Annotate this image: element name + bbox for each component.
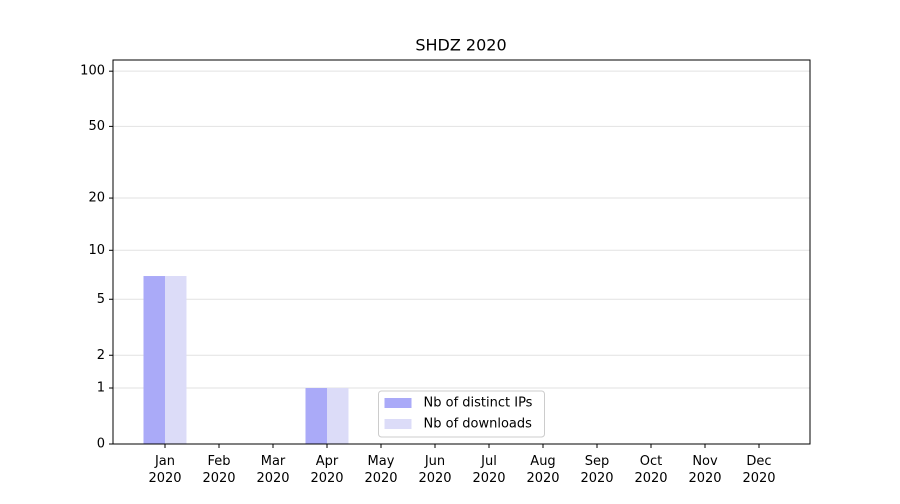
x-tick-label-line: 2020 <box>688 471 721 486</box>
x-tick-label-line: 2020 <box>742 471 775 486</box>
x-tick-label-line: 2020 <box>472 471 505 486</box>
x-tick-label-line: Sep <box>585 454 610 469</box>
x-tick-label-line: Jun <box>424 454 445 469</box>
x-tick-label-line: 2020 <box>310 471 343 486</box>
x-tick-label-line: Jul <box>480 454 497 469</box>
y-tick-label: 1 <box>97 381 105 396</box>
x-tick-label: Aug 2020 <box>526 454 559 486</box>
x-tick-label-line: 2020 <box>418 471 451 486</box>
x-tick-label: Oct 2020 <box>634 454 667 486</box>
x-tick-label-line: Nov <box>692 454 718 469</box>
legend-box <box>378 390 545 438</box>
x-tick-label-line: Oct <box>640 454 662 469</box>
x-tick-label-line: Jan <box>154 454 175 469</box>
y-tick-label: 2 <box>97 348 105 363</box>
x-tick-label: Dec 2020 <box>742 454 775 486</box>
legend-label: Nb of distinct IPs <box>424 396 533 411</box>
y-tick-label: 10 <box>88 243 105 258</box>
y-tick-label: 50 <box>88 119 105 134</box>
y-tick-label: 20 <box>88 191 105 206</box>
x-tick-label-line: 2020 <box>526 471 559 486</box>
x-tick-label: Jun 2020 <box>418 454 451 486</box>
legend-swatch <box>384 398 412 408</box>
x-tick-label-line: 2020 <box>580 471 613 486</box>
x-tick-label: Jul 2020 <box>472 454 505 486</box>
x-tick-label: Mar 2020 <box>256 454 289 486</box>
x-tick-label-line: Dec <box>746 454 771 469</box>
x-tick-label-line: 2020 <box>364 471 397 486</box>
x-tick-label: Apr 2020 <box>310 454 343 486</box>
x-tick-label: May 2020 <box>364 454 397 486</box>
chart-title: SHDZ 2020 <box>415 36 506 55</box>
bar <box>305 388 327 444</box>
x-tick-label-line: Apr <box>316 454 339 469</box>
x-tick-label-line: Aug <box>530 454 555 469</box>
x-tick-label-line: May <box>368 454 395 469</box>
plot-frame <box>112 59 811 445</box>
x-tick-label: Jan 2020 <box>148 454 181 486</box>
x-tick-label-line: 2020 <box>148 471 181 486</box>
x-tick-label-line: 2020 <box>256 471 289 486</box>
x-tick-label: Sep 2020 <box>580 454 613 486</box>
x-tick-label-line: Mar <box>261 454 286 469</box>
bar <box>165 276 187 444</box>
legend-swatch <box>384 419 412 429</box>
y-tick-label: 0 <box>97 437 105 452</box>
x-tick-label: Nov 2020 <box>688 454 721 486</box>
x-tick-label-line: 2020 <box>202 471 235 486</box>
bar <box>327 388 349 444</box>
x-tick-label: Feb 2020 <box>202 454 235 486</box>
y-tick-label: 100 <box>80 64 105 79</box>
y-tick-label: 5 <box>97 292 105 307</box>
x-tick-label-line: Feb <box>207 454 230 469</box>
legend-label: Nb of downloads <box>424 417 533 432</box>
bar <box>143 276 165 444</box>
x-tick-label-line: 2020 <box>634 471 667 486</box>
